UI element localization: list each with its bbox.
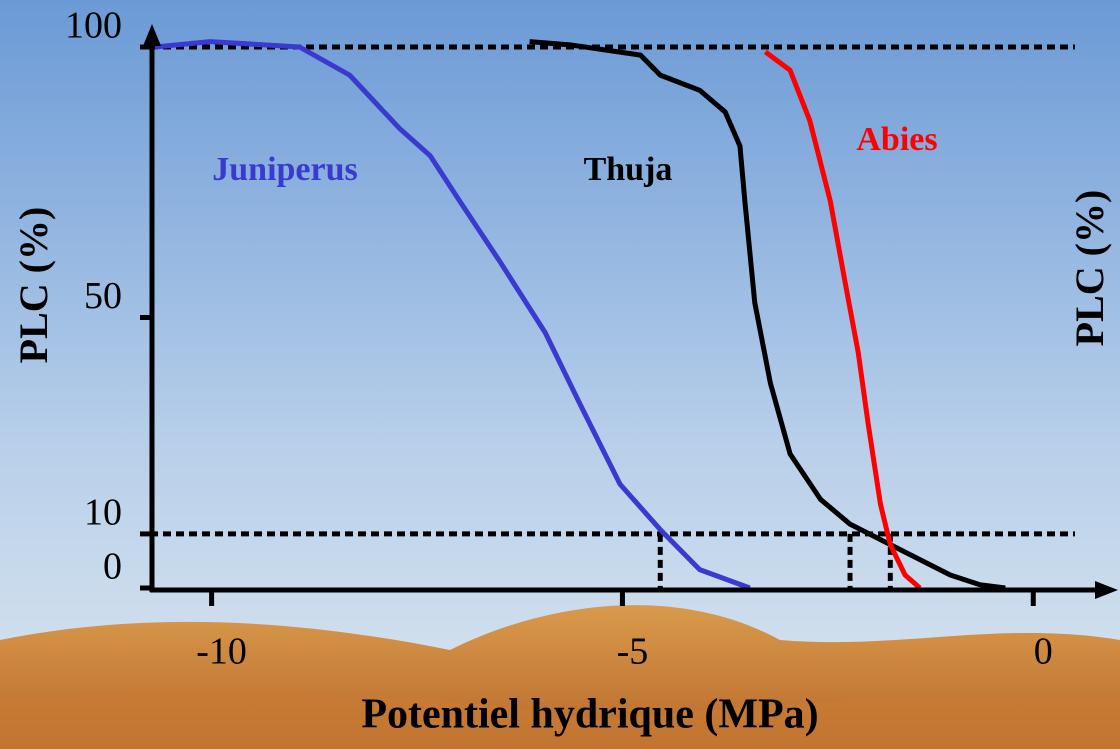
series-line (154, 39, 751, 591)
y-axis-label-right: PLC (%) (1067, 190, 1112, 347)
x-axis-label: Potentiel hydrique (MPa) (361, 692, 818, 738)
series-line (763, 49, 922, 590)
x-tick-label: -5 (617, 631, 649, 673)
y-tick-label: 50 (84, 275, 122, 317)
y-tick-label: 0 (103, 546, 122, 588)
y-arrow (143, 24, 161, 46)
y-tick-label: 10 (84, 492, 122, 534)
series-line (529, 39, 1006, 591)
x-tick-label: 0 (1034, 631, 1053, 673)
y-axis-label: PLC (%) (11, 207, 56, 364)
series-label: Abies (856, 121, 937, 158)
series-label: Thuja (584, 151, 673, 188)
dunes-front (0, 689, 1120, 749)
x-tick-label: -10 (196, 631, 247, 673)
y-tick-label: 100 (65, 5, 122, 47)
x-arrow (1095, 581, 1118, 599)
plot: 0 10 50 100 -10 -5 0 Juniperus Thuja Abies (65, 5, 1075, 673)
series-label: Juniperus (212, 151, 358, 188)
